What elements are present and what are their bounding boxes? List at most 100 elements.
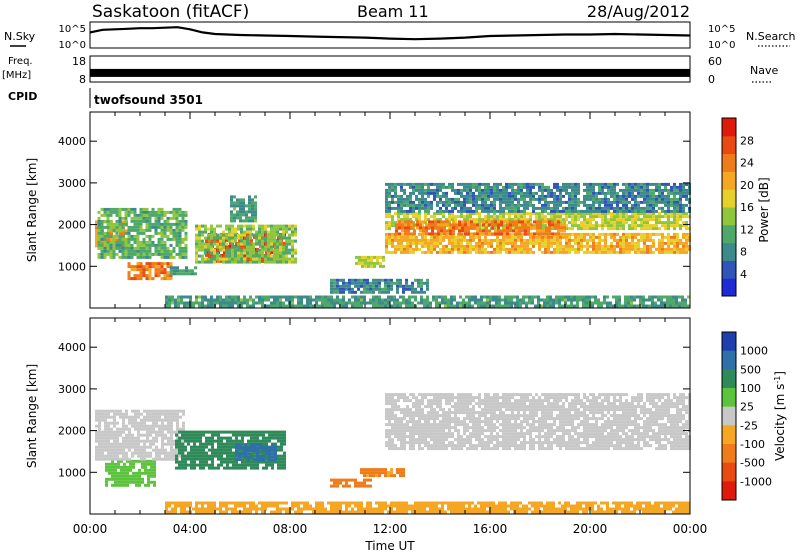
power-cell xyxy=(273,301,276,305)
velocity-cell xyxy=(132,465,135,469)
velocity-cell xyxy=(114,462,117,466)
power-cell xyxy=(490,188,493,192)
velocity-cell xyxy=(187,463,190,467)
power-cell xyxy=(535,191,538,195)
power-cell xyxy=(249,245,252,249)
power-cell xyxy=(499,238,502,242)
power-cell xyxy=(279,298,282,302)
power-cell xyxy=(503,232,506,236)
power-cell xyxy=(354,301,357,305)
power-cell xyxy=(148,213,152,217)
power-cell xyxy=(385,215,388,219)
power-cell xyxy=(474,301,477,305)
power-cell xyxy=(652,250,655,254)
power-cell xyxy=(598,191,601,195)
velocity-cell xyxy=(101,445,104,449)
power-cell xyxy=(679,203,682,207)
power-cell xyxy=(451,235,454,239)
power-cell xyxy=(493,209,496,213)
power-cell xyxy=(364,255,367,259)
power-cell xyxy=(631,203,634,207)
power-cell xyxy=(475,194,478,198)
power-cell xyxy=(201,257,204,261)
power-cell xyxy=(172,210,176,214)
power-cell xyxy=(415,203,418,207)
power-cell xyxy=(154,243,158,247)
power-cell xyxy=(631,227,634,231)
power-cell xyxy=(586,238,589,242)
power-cell xyxy=(649,218,652,222)
power-cell xyxy=(426,287,429,291)
velocity-cell xyxy=(175,433,178,437)
velocity-cell xyxy=(250,460,253,464)
power-cell xyxy=(182,269,185,273)
power-cell xyxy=(399,301,402,305)
power-cell xyxy=(573,304,576,308)
velocity-cell xyxy=(137,430,140,434)
power-cell xyxy=(486,304,489,308)
power-cell xyxy=(649,227,652,231)
power-cell xyxy=(622,241,625,245)
power-cell xyxy=(559,241,562,245)
power-cell xyxy=(336,295,339,299)
power-cell xyxy=(195,227,198,231)
power-cell xyxy=(418,241,421,245)
power-cell xyxy=(136,255,140,259)
velocity-cell xyxy=(146,433,149,437)
power-cell xyxy=(583,200,586,204)
power-cell xyxy=(553,215,556,219)
power-cell xyxy=(148,268,152,272)
power-cell xyxy=(509,226,512,230)
power-cell xyxy=(661,224,664,228)
power-cell xyxy=(679,212,682,216)
power-cell xyxy=(607,250,610,254)
power-cell xyxy=(565,250,568,254)
power-cell xyxy=(233,204,236,208)
power-cell xyxy=(427,241,430,245)
power-cell xyxy=(682,182,685,186)
power-cell xyxy=(592,250,595,254)
power-cell xyxy=(240,227,243,231)
power-cell xyxy=(649,194,652,198)
power-cell xyxy=(529,250,532,254)
power-cell xyxy=(324,295,327,299)
power-cell xyxy=(157,219,161,223)
power-cell xyxy=(136,216,140,220)
power-cell xyxy=(616,194,619,198)
power-cell xyxy=(514,212,517,216)
power-cell xyxy=(631,232,634,236)
power-cell xyxy=(649,188,652,192)
velocity-cell xyxy=(199,439,202,443)
power-cell xyxy=(484,247,487,251)
power-cell xyxy=(181,237,185,241)
velocity-cell xyxy=(208,457,211,461)
power-cell xyxy=(567,304,570,308)
power-cell xyxy=(184,249,188,253)
power-cell xyxy=(157,231,161,235)
power-cell xyxy=(546,301,549,305)
velocity-cell xyxy=(134,412,137,416)
power-cell xyxy=(640,218,643,222)
power-cell xyxy=(391,238,394,242)
power-cell xyxy=(646,218,649,222)
power-cell xyxy=(267,254,270,258)
velocity-cell xyxy=(141,471,144,475)
velocity-cell xyxy=(98,430,101,434)
power-cell xyxy=(240,248,243,252)
power-cell xyxy=(384,298,387,302)
power-cell xyxy=(586,224,589,228)
power-cell xyxy=(312,304,315,308)
velocity-cell xyxy=(107,442,110,446)
power-cell xyxy=(361,264,364,268)
power-cell xyxy=(252,304,255,308)
power-cell xyxy=(118,243,122,247)
power-cell xyxy=(460,241,463,245)
power-cell xyxy=(615,301,618,305)
power-cell xyxy=(637,215,640,219)
power-cell xyxy=(469,215,472,219)
power-cell xyxy=(478,247,481,251)
power-cell xyxy=(438,301,441,305)
power-cell xyxy=(106,210,110,214)
power-cell xyxy=(394,244,397,248)
velocity-cell xyxy=(161,409,164,413)
